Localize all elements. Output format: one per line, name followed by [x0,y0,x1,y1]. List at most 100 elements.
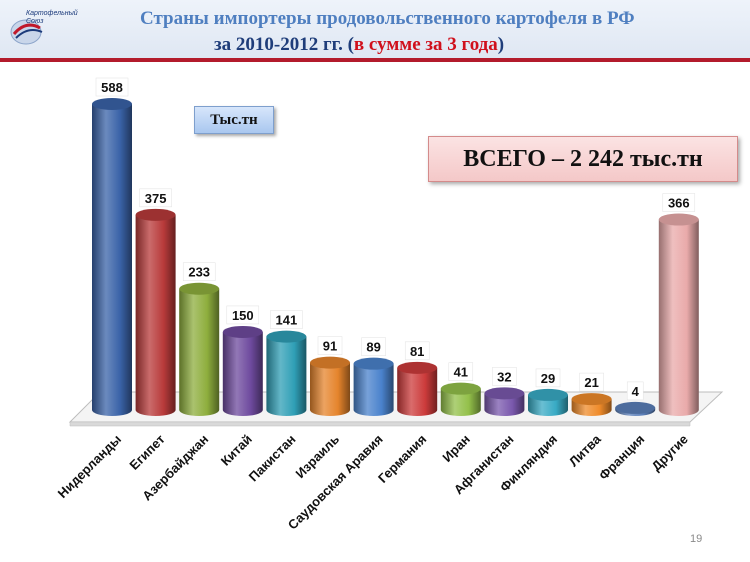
bar-body [528,394,568,416]
value-label-box [317,336,343,355]
value-label-10: 29 [535,368,561,388]
bar-top [135,208,176,221]
bar-9 [484,387,525,417]
value-label-0: 588 [95,77,129,97]
value-label-text: 29 [541,371,555,386]
bar-top [92,98,132,110]
value-label-text: 81 [410,344,424,359]
category-label-11: Литва [566,431,604,469]
value-label-text: 150 [232,308,254,323]
bar-top [310,356,350,369]
value-label-8: 41 [448,362,474,381]
value-label-box [404,341,430,361]
value-label-box [182,262,216,281]
bar-body [353,363,394,416]
category-label-1: Египет [126,432,167,473]
value-label-text: 375 [145,191,167,206]
potato-union-logo-icon [10,19,43,45]
category-label-0: Нидерланды [55,432,124,501]
bar-10 [528,388,568,416]
bar-12 [615,401,656,416]
bar-body [266,336,307,416]
bar-11 [571,393,612,416]
subtitle-accent: в сумме за 3 года [353,34,498,55]
value-label-box [270,310,303,329]
bar-0 [92,98,132,416]
bar-8 [440,382,481,416]
bar-body [484,393,525,417]
value-label-9: 32 [492,367,517,386]
bar-7 [397,361,438,416]
value-label-text: 233 [188,265,210,280]
value-label-text: 141 [276,313,298,328]
bar-2 [179,282,220,416]
chart-bars [92,98,699,417]
value-label-2: 233 [182,262,216,281]
bar-body [92,104,132,416]
bar-body [222,331,263,416]
value-label-box [226,305,260,325]
category-label-8: Иран [439,432,472,465]
category-label-4: Пакистан [246,432,299,485]
bar-top [222,325,263,338]
chart-value-labels: 588 375 233 150 141 91 89 81 41 32 29 21 4 366 [95,77,696,401]
bar-3 [222,325,263,416]
logo-text: Картофельный Союз [26,10,78,25]
value-label-3: 150 [226,305,260,325]
value-label-text: 366 [668,196,690,211]
category-label-12: Франция [596,432,647,483]
value-label-11: 21 [579,372,604,392]
value-label-7: 81 [404,341,430,361]
bar-top [179,282,220,295]
value-label-box [448,362,474,381]
bar-body [310,362,350,416]
page-title: Страны импортеры продовольственного карт… [140,8,635,29]
value-label-4: 141 [270,310,303,329]
bar-body [135,214,176,416]
value-label-text: 32 [497,369,511,384]
value-label-text: 41 [454,365,468,380]
value-label-1: 375 [139,188,172,208]
bar-top [440,382,481,395]
value-label-box [662,193,696,212]
header-bar: Картофельный Союз Страны импортеры продо… [0,0,750,62]
value-label-box [492,367,517,386]
value-label-box [139,188,172,208]
bar-body [658,219,699,416]
bar-5 [310,356,350,416]
bar-4 [266,330,307,416]
value-label-13: 366 [662,193,696,212]
chart-floor-edge [69,421,691,427]
value-label-box [95,77,129,97]
bar-body [397,367,438,416]
bar-1 [135,208,176,416]
bar-top [658,213,699,226]
subtitle-prefix: за 2010-2012 гг. ( [214,34,354,55]
value-label-box [361,337,386,356]
unit-label: Тыс.тн [194,106,274,134]
page-number: 19 [690,533,703,545]
bar-6 [353,357,394,416]
total-label: ВСЕГО – 2 242 тыс.тн [428,136,738,182]
value-label-12: 4 [626,381,644,401]
bar-top [615,401,656,414]
bar-top [266,330,307,343]
value-label-text: 21 [584,375,598,390]
bar-top [528,388,568,401]
bar-body [179,288,220,416]
value-label-6: 89 [361,337,386,356]
page-subtitle: за 2010-2012 гг. (в сумме за 3 года) [214,34,504,56]
value-label-text: 588 [101,80,123,95]
value-label-box [626,381,644,401]
bar-top [397,361,438,374]
value-label-text: 89 [366,340,380,355]
bar-13 [658,213,699,416]
category-label-13: Другие [649,432,691,474]
subtitle-suffix: ) [497,34,505,55]
value-label-text: 4 [632,384,640,399]
bar-top [571,393,612,406]
value-label-box [579,372,604,392]
value-label-box [535,368,561,388]
